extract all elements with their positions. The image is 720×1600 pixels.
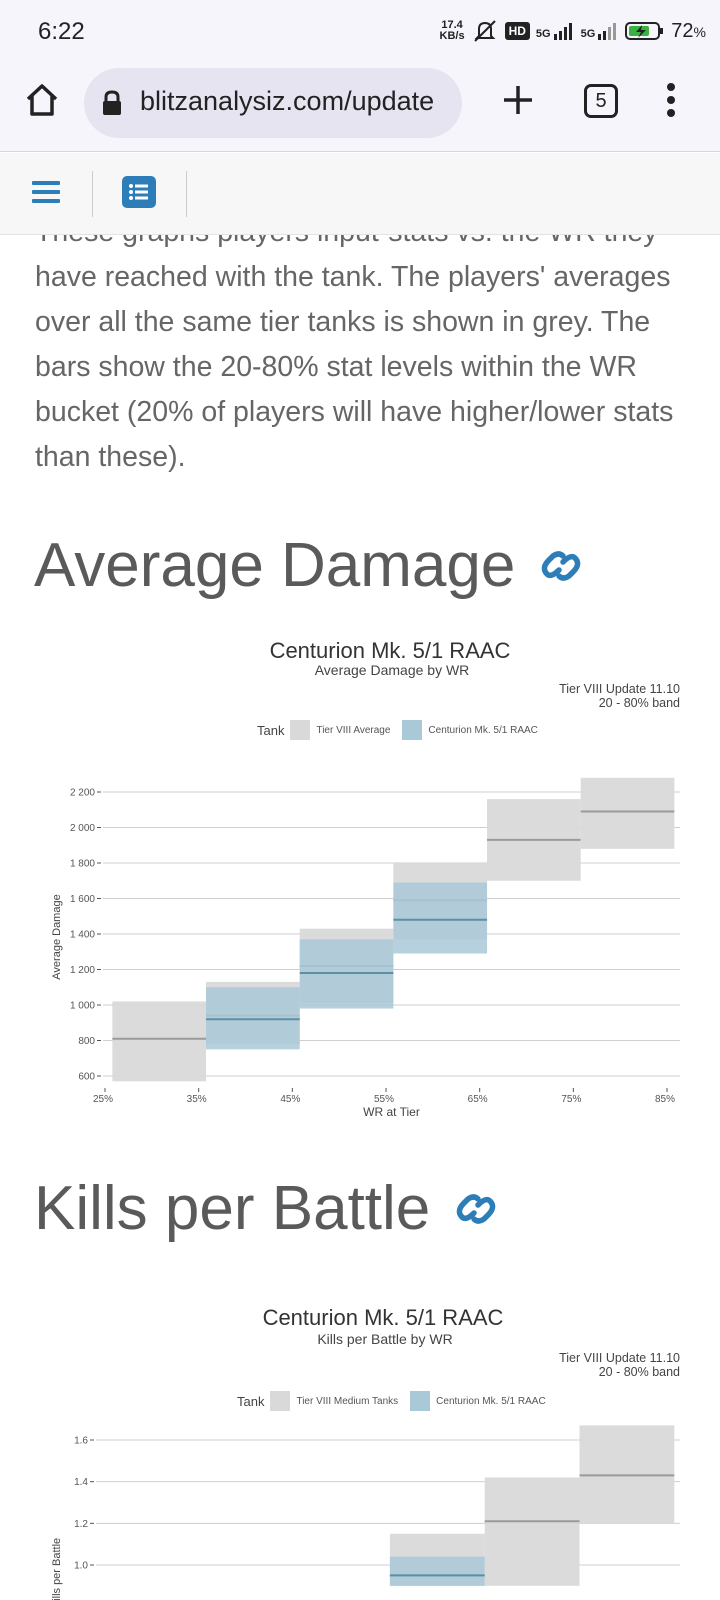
table-of-contents-button[interactable]: [122, 176, 156, 208]
legend-swatch-tank: [402, 720, 423, 740]
y-tick-label: 1 000: [70, 1001, 95, 1012]
x-tick-label: 35%: [187, 1094, 207, 1105]
chart-plot-area: 600 800 1 000 1 200 1 400 1 600 1 800 2 000 2 20…: [51, 777, 680, 1119]
home-icon[interactable]: [22, 80, 62, 120]
chart-subtitle: Average Damage by WR: [314, 662, 470, 678]
y-axis-label: Average Damage: [51, 894, 63, 979]
chart-legend: Tank Tier VIII Average Centurion Mk. 5/1…: [257, 720, 544, 740]
y-tick-label: 1 200: [70, 965, 95, 976]
tab-switcher-button[interactable]: 5: [584, 84, 618, 118]
hd-icon: HD: [504, 22, 530, 40]
chart-title: Centurion Mk. 5/1 RAAC: [269, 638, 511, 663]
divider: [186, 171, 187, 217]
legend-swatch-tier-average: [270, 1391, 291, 1411]
section-heading-average-damage: Average Damage: [34, 530, 585, 601]
mute-bell-icon: [473, 20, 496, 42]
chart-subtitle: Kills per Battle by WR: [317, 1331, 453, 1347]
y-tick-label: 1.4: [74, 1477, 88, 1488]
tier-average-band: [580, 777, 675, 849]
status-time: 6:22: [38, 18, 85, 45]
y-axis-label: Kills per Battle: [51, 1538, 63, 1600]
tank-band: [389, 1556, 485, 1586]
y-tick-label: 1 600: [70, 894, 95, 905]
x-tick-label: 45%: [280, 1094, 300, 1105]
y-tick-label: 1 800: [70, 859, 95, 870]
chart-kills-per-battle: Centurion Mk. 5/1 RAAC Kills per Battle …: [0, 1285, 720, 1600]
battery-icon: [625, 22, 664, 40]
signal-icon: 5G: [581, 22, 620, 40]
y-tick-label: 1 400: [70, 930, 95, 941]
status-bar: 6:22 17.4 KB/s HD 5G 5G 72%: [0, 0, 720, 62]
section-heading-kills-per-battle: Kills per Battle: [34, 1173, 500, 1244]
chart-note: Tier VIII Update 11.10 20 - 80% band: [559, 1351, 680, 1379]
chart-legend: Tank Tier VIII Medium Tanks Centurion Mk…: [237, 1391, 552, 1411]
y-tick-label: 600: [78, 1072, 95, 1083]
chart-title: Centurion Mk. 5/1 RAAC: [262, 1305, 504, 1330]
tier-average-band: [112, 1001, 207, 1082]
network-speed: 17.4 KB/s: [439, 19, 465, 42]
chart-average-damage: Centurion Mk. 5/1 RAAC Average Damage by…: [0, 630, 720, 1120]
new-tab-icon[interactable]: [500, 82, 536, 118]
anchor-link-icon[interactable]: [537, 542, 585, 590]
hamburger-menu-icon[interactable]: [32, 179, 60, 205]
x-tick-label: 55%: [374, 1094, 394, 1105]
status-icons: 17.4 KB/s HD 5G 5G 72%: [440, 16, 706, 46]
list-icon: [129, 184, 148, 200]
legend-swatch-tier-average: [290, 720, 311, 740]
url-text: blitzanalysiz.com/update: [140, 86, 435, 116]
x-tick-label: 85%: [655, 1094, 675, 1105]
tier-average-band: [484, 1477, 580, 1586]
signal-icon: 5G: [536, 22, 575, 40]
chart-note: Tier VIII Update 11.10 20 - 80% band: [559, 682, 680, 710]
intro-paragraph: These graphs players input-stats vs. the…: [35, 216, 674, 473]
y-tick-label: 1.6: [74, 1436, 88, 1447]
divider: [92, 171, 93, 217]
anchor-link-icon[interactable]: [452, 1185, 500, 1233]
lock-icon: [103, 90, 121, 115]
y-tick-label: 1.0: [74, 1561, 88, 1572]
browser-toolbar: blitzanalysiz.com/update 5: [0, 62, 720, 152]
more-options-icon[interactable]: [660, 82, 682, 118]
x-axis-label: WR at Tier: [363, 1105, 420, 1119]
tank-band: [393, 882, 488, 954]
y-tick-label: 2 000: [70, 823, 95, 834]
legend-swatch-tank: [410, 1391, 431, 1411]
site-header: [0, 153, 720, 235]
chart-plot-area: 1.0 1.2 1.4 1.6 Kills per Battle: [51, 1425, 680, 1600]
y-tick-label: 1.2: [74, 1519, 88, 1530]
address-bar[interactable]: blitzanalysiz.com/update: [84, 68, 462, 138]
x-tick-label: 75%: [561, 1094, 581, 1105]
y-tick-label: 800: [78, 1036, 95, 1047]
y-tick-label: 2 200: [70, 788, 95, 799]
x-tick-label: 65%: [468, 1094, 488, 1105]
battery-percent: 72%: [671, 19, 706, 42]
x-tick-label: 25%: [93, 1094, 113, 1105]
tier-average-band: [579, 1425, 675, 1524]
